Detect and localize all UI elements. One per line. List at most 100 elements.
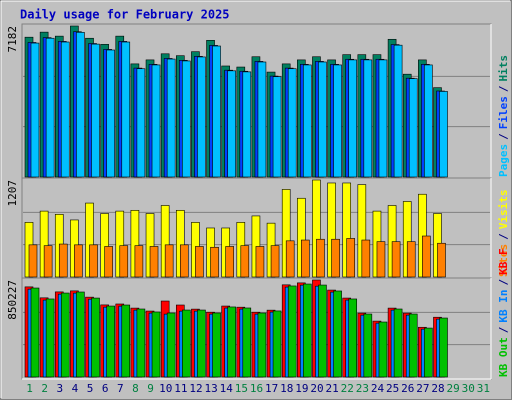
bar [149,246,159,278]
legend-separator: / [497,326,510,333]
bar [240,245,250,278]
bar [408,313,418,378]
bar [272,310,282,378]
x-tick-label: 5 [87,382,94,395]
bar [316,238,325,278]
bar [255,246,265,278]
bar [287,285,297,378]
bar [210,246,219,278]
bar [439,91,448,178]
legend-entry: Visits [497,190,510,230]
bar [318,284,327,378]
x-tick-label: 3 [57,382,64,395]
bar [437,242,446,278]
legend: Pages / Files / Hits [497,55,510,177]
bar [45,37,55,178]
bar [43,245,53,278]
bar [242,71,252,178]
bar [424,327,433,378]
bar [181,60,191,178]
bar [225,246,234,278]
bar [212,45,221,178]
bar [227,70,236,178]
bar [76,291,85,378]
legend-entry: Sites [497,244,510,277]
bar [76,32,85,178]
x-tick-label: 29 [447,382,460,395]
bar [333,290,342,378]
bar [197,56,206,178]
bar [136,308,146,378]
bar [106,49,115,178]
bar [257,61,267,178]
x-tick-label: 21 [326,382,339,395]
bar [45,298,55,378]
bar [166,312,176,378]
x-tick-label: 24 [371,382,385,395]
bar [74,244,83,278]
bar [424,64,433,178]
bar [151,311,161,378]
legend-entry: Hits [497,55,510,82]
legend-separator: / [497,279,510,286]
x-tick-label: 10 [159,382,172,395]
bar [287,68,297,178]
bar [212,312,221,378]
y-tick-label: 7182 [6,26,19,53]
x-tick-label: 18 [280,382,293,395]
bar [331,238,340,278]
bar [121,304,131,378]
bar [151,64,161,178]
bar [60,41,70,178]
x-tick-label: 4 [72,382,79,395]
bar [285,240,295,278]
bar [363,313,373,378]
chart-title: Daily usage for February 2025 [20,8,230,22]
bar [195,246,204,278]
bar [91,43,100,178]
bar [406,241,416,278]
bar [378,59,388,178]
legend-separator: / [497,85,510,92]
legend: KB Out / KB In / KB F [497,248,510,377]
x-tick-label: 27 [416,382,429,395]
bar [197,309,206,378]
y-tick-label: 850227 [6,280,19,320]
bar [58,243,68,278]
bar [104,246,113,278]
bar [121,41,131,178]
legend-entry: KB In [497,290,510,323]
x-tick-label: 15 [235,382,248,395]
x-tick-label: 25 [386,382,399,395]
legend-entry: KB Out [497,337,510,377]
bar [227,306,236,378]
x-tick-label: 13 [204,382,217,395]
legend-entry: KB F [497,248,510,275]
bar [272,76,282,178]
legend: Sites / Visits [497,190,510,278]
bar [378,321,388,378]
legend-separator: / [497,233,510,240]
x-tick-label: 6 [102,382,109,395]
x-tick-label: 28 [431,382,444,395]
bar [136,68,146,178]
bar [164,244,174,278]
x-tick-label: 22 [341,382,354,395]
x-tick-label: 7 [117,382,124,395]
x-tick-label: 14 [220,382,234,395]
x-tick-label: 11 [174,382,187,395]
x-tick-label: 8 [132,382,139,395]
x-tick-label: 31 [477,382,490,395]
bar [30,287,40,378]
bar [270,245,280,278]
x-tick-label: 23 [356,382,369,395]
x-tick-label: 16 [250,382,263,395]
x-tick-label: 12 [189,382,202,395]
bar [119,245,129,278]
bar [91,297,100,378]
legend-separator: / [497,133,510,140]
bar [303,283,312,378]
bar [28,244,38,278]
bar [363,59,373,178]
